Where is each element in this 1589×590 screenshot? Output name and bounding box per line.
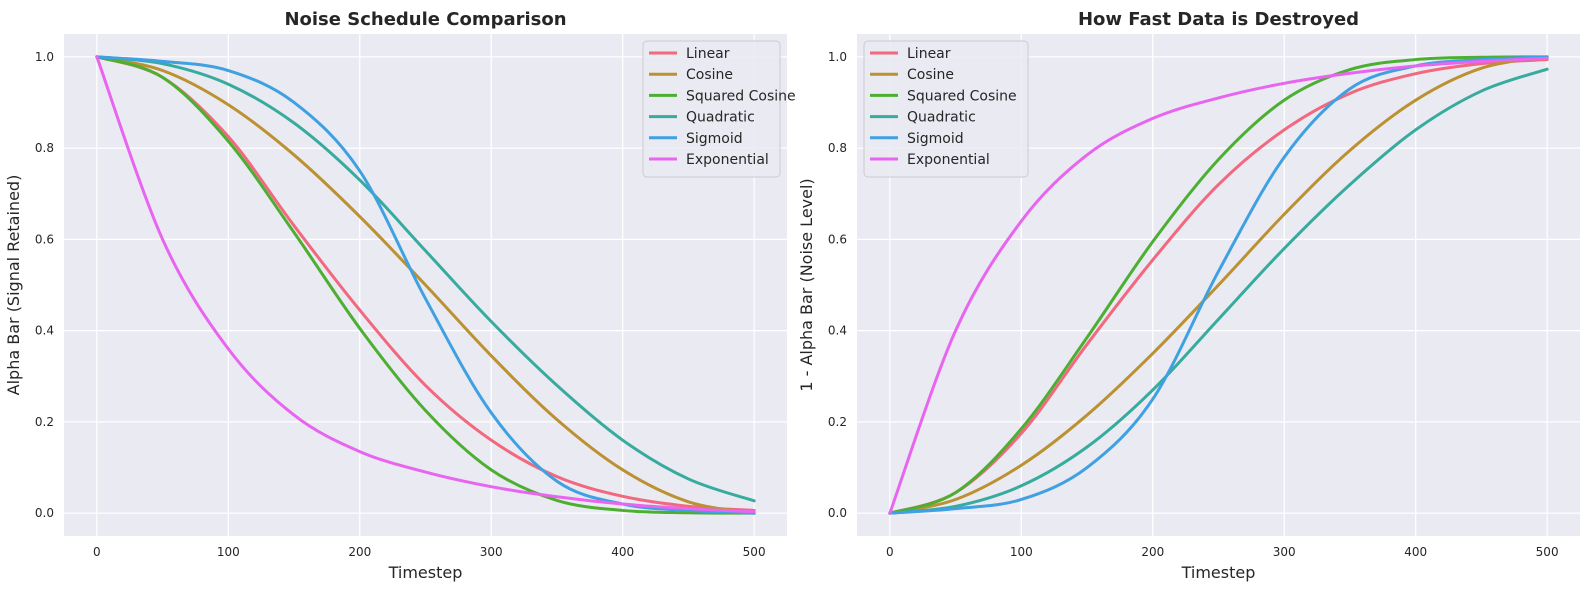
legend-label: Linear xyxy=(907,46,951,62)
series-line-exponential xyxy=(888,56,1549,515)
series-line-exponential xyxy=(95,55,756,514)
series-line-cosine xyxy=(888,55,1549,515)
legend: Linear Cosine Squared Cosine Quadratic Sigmo… xyxy=(863,40,1029,178)
x-axis-label: Timestep xyxy=(1181,563,1256,582)
legend-label: Cosine xyxy=(907,67,954,83)
y-tick-label: 0.6 xyxy=(828,232,847,246)
y-tick-label: 0.4 xyxy=(35,324,54,338)
series-line-linear xyxy=(888,58,1549,515)
x-tick-label: 500 xyxy=(743,545,766,559)
legend-box xyxy=(863,40,1029,178)
y-tick-label: 0.8 xyxy=(35,141,54,155)
legend-label: Squared Cosine xyxy=(907,88,1017,104)
series-line-quadratic xyxy=(888,67,1549,515)
y-tick-label: 1.0 xyxy=(828,50,847,64)
y-tick-label: 0.0 xyxy=(828,506,847,520)
legend-box xyxy=(642,40,781,178)
chart-title: Noise Schedule Comparison xyxy=(284,9,566,30)
legend-label: Squared Cosine xyxy=(686,88,796,104)
y-tick-label: 0.2 xyxy=(828,415,847,429)
y-tick-label: 0.0 xyxy=(35,506,54,520)
x-tick-label: 200 xyxy=(1141,545,1164,559)
y-axis-label: Alpha Bar (Signal Retained) xyxy=(4,175,23,396)
y-tick-label: 0.6 xyxy=(35,232,54,246)
legend-label: Sigmoid xyxy=(686,131,743,147)
x-tick-label: 500 xyxy=(1536,545,1559,559)
x-tick-label: 0 xyxy=(886,545,894,559)
x-tick-label: 400 xyxy=(611,545,634,559)
y-tick-label: 0.4 xyxy=(828,324,847,338)
series-line-cosine xyxy=(95,55,756,515)
x-axis-label: Timestep xyxy=(388,563,463,582)
chart-data-destroyed: 0 100 200 300 400 500 0.0 0.2 0.4 0.6 0.8 1.0 How Fa… xyxy=(797,9,1580,582)
series-lines xyxy=(95,55,756,515)
legend-label: Quadratic xyxy=(907,110,976,126)
x-tick-label: 300 xyxy=(480,545,503,559)
y-tick-label: 0.2 xyxy=(35,415,54,429)
x-tick-label: 100 xyxy=(217,545,240,559)
legend-label: Quadratic xyxy=(686,110,755,126)
legend: Linear Cosine Squared Cosine Quadratic Sigmo… xyxy=(642,40,796,178)
y-tick-label: 0.8 xyxy=(828,141,847,155)
x-tick-label: 200 xyxy=(348,545,371,559)
legend-label: Cosine xyxy=(686,67,733,83)
series-line-quadratic xyxy=(95,55,756,503)
x-tick-label: 400 xyxy=(1404,545,1427,559)
legend-label: Exponential xyxy=(907,152,990,168)
y-tick-label: 1.0 xyxy=(35,50,54,64)
x-tick-label: 100 xyxy=(1010,545,1033,559)
chart-title: How Fast Data is Destroyed xyxy=(1078,9,1359,30)
series-line-squared-cosine xyxy=(95,55,756,515)
legend-label: Exponential xyxy=(686,152,769,168)
y-axis-label: 1 - Alpha Bar (Noise Level) xyxy=(797,178,816,391)
legend-label: Sigmoid xyxy=(907,131,964,147)
series-line-linear xyxy=(95,55,756,512)
series-line-squared-cosine xyxy=(888,55,1549,515)
chart-noise-schedule: 0 100 200 300 400 500 0.0 0.2 0.4 0.6 0.8 1.0 Noise … xyxy=(4,9,796,582)
x-tick-label: 0 xyxy=(93,545,101,559)
legend-label: Linear xyxy=(686,46,730,62)
x-tick-label: 300 xyxy=(1273,545,1296,559)
series-lines xyxy=(888,55,1549,515)
